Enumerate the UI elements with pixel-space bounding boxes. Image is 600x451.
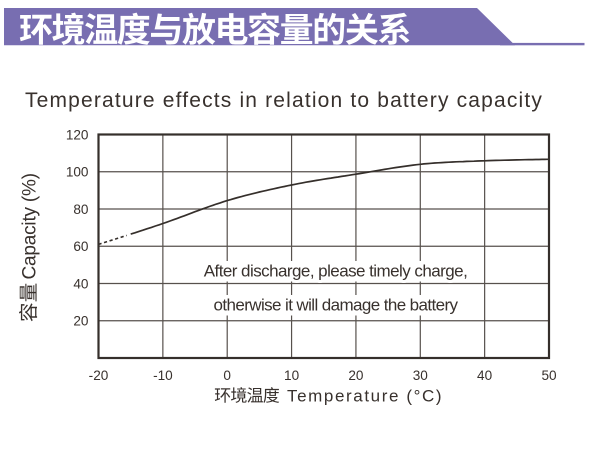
svg-text:10: 10 bbox=[284, 368, 300, 383]
svg-text:20: 20 bbox=[73, 314, 89, 329]
svg-text:40: 40 bbox=[73, 276, 89, 291]
svg-text:After discharge, please timely: After discharge, please timely charge, bbox=[204, 262, 468, 281]
svg-text:60: 60 bbox=[73, 239, 89, 254]
svg-text:Temperature effects in relatio: Temperature effects in relation to batte… bbox=[25, 89, 543, 112]
svg-text:-10: -10 bbox=[153, 368, 173, 383]
svg-text:120: 120 bbox=[66, 127, 89, 142]
svg-text:50: 50 bbox=[541, 368, 557, 383]
svg-text:100: 100 bbox=[66, 165, 89, 180]
svg-text:After discharge, please timely: After discharge, please timely charge, bbox=[204, 262, 468, 281]
svg-text:80: 80 bbox=[73, 202, 89, 217]
svg-text:30: 30 bbox=[413, 368, 429, 383]
svg-text:-20: -20 bbox=[89, 368, 109, 383]
svg-text:Temperature (°C): Temperature (°C) bbox=[287, 387, 443, 406]
svg-text:0: 0 bbox=[223, 368, 231, 383]
svg-text:Capacity (%): Capacity (%) bbox=[20, 173, 41, 279]
svg-text:otherwise it will damage the b: otherwise it will damage the battery bbox=[214, 296, 459, 315]
svg-text:20: 20 bbox=[348, 368, 364, 383]
svg-text:otherwise it will damage the b: otherwise it will damage the battery bbox=[214, 296, 459, 315]
svg-text:40: 40 bbox=[477, 368, 493, 383]
